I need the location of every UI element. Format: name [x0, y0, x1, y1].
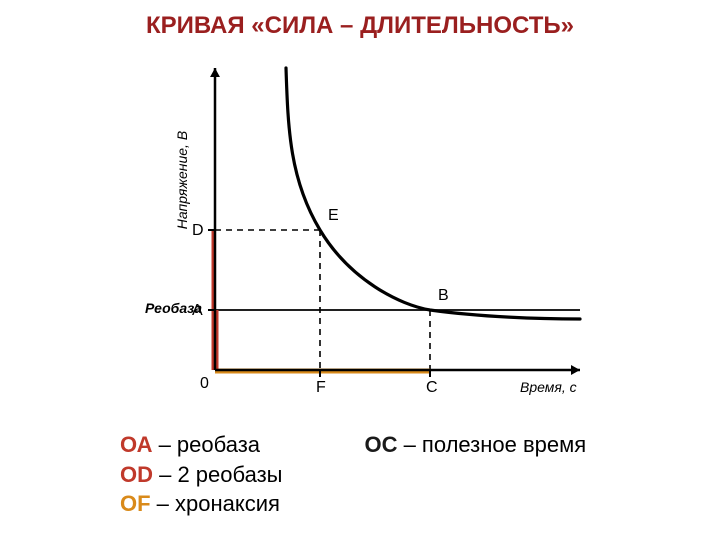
- x-axis-label: Время, с: [520, 379, 577, 395]
- page-title: КРИВАЯ «СИЛА – ДЛИТЕЛЬНОСТЬ»: [0, 12, 720, 40]
- legend-row: ОА – реобаза: [120, 430, 360, 460]
- legend-text: – реобаза: [152, 432, 260, 457]
- legend-text: – 2 реобазы: [153, 462, 283, 487]
- legend-row: ОD – 2 реобазы: [120, 460, 360, 490]
- legend-key: ОD: [120, 462, 153, 487]
- point-label-F: F: [316, 379, 326, 396]
- legend-text: – полезное время: [397, 432, 586, 457]
- strength-duration-chart: Время, сНапряжение, ВРеобаза0ADEBFC: [120, 60, 600, 420]
- legend-key: ОА: [120, 432, 152, 457]
- point-label-B: B: [438, 287, 449, 304]
- point-label-E: E: [328, 207, 339, 224]
- legend-row: ОF – хронаксия: [120, 489, 360, 519]
- point-label-A: A: [192, 302, 203, 319]
- y-axis-label: Напряжение, В: [174, 131, 190, 229]
- legend-key: ОF: [120, 491, 151, 516]
- legend: ОА – реобазаОD – 2 реобазыОF – хронаксия…: [120, 430, 660, 519]
- legend-text: – хронаксия: [151, 491, 280, 516]
- point-label-0: 0: [200, 375, 209, 392]
- legend-key: ОС: [364, 432, 397, 457]
- point-label-D: D: [192, 222, 204, 239]
- legend-row: ОС – полезное время: [364, 430, 644, 460]
- point-label-C: C: [426, 379, 438, 396]
- chart-bg: [120, 60, 600, 420]
